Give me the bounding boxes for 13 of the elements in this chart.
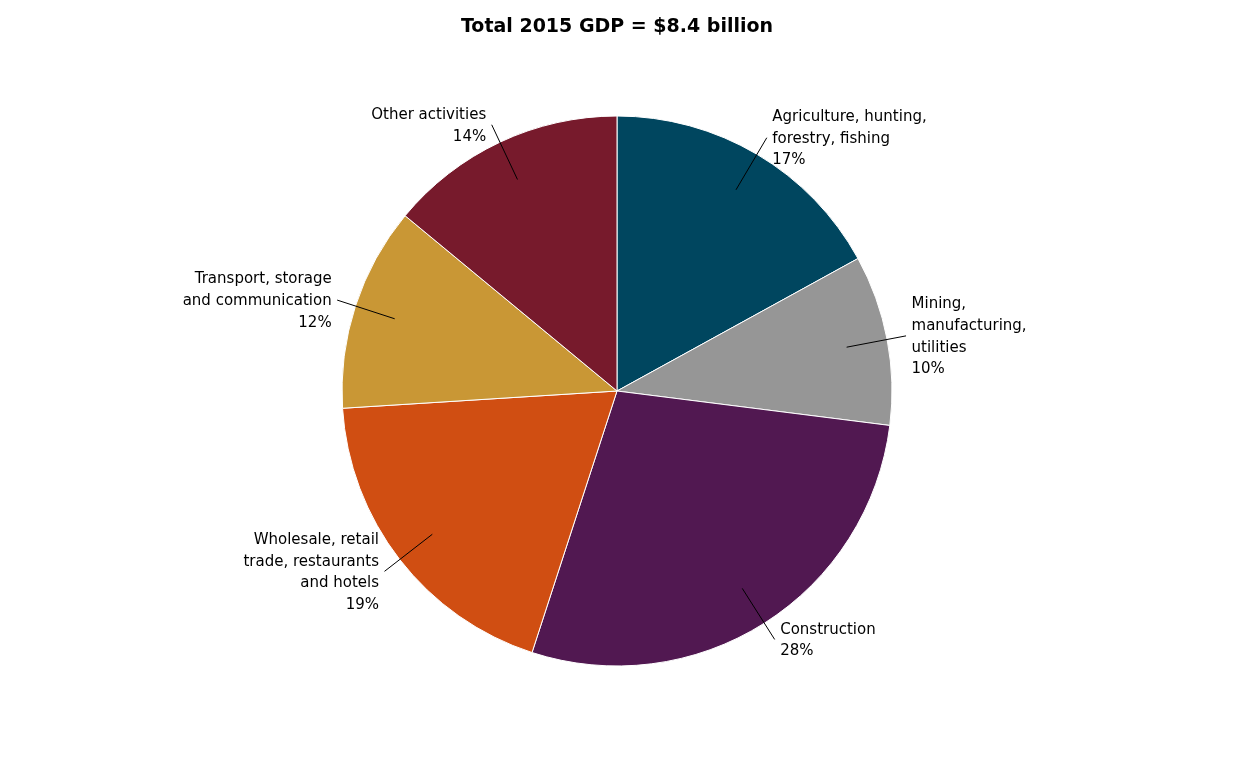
slice-label: Wholesale, retail trade, restaurants and hotels <box>243 529 380 592</box>
data-label: 14% <box>452 126 487 145</box>
data-label: 12% <box>298 312 332 331</box>
chart-title: Total 2015 GDP = $8.4 billion <box>460 14 774 37</box>
data-label: 17% <box>772 150 806 169</box>
slice-label: Transport, storage and communication <box>182 269 332 310</box>
slice-label: Agriculture, hunting, forestry, fishing <box>772 107 927 147</box>
data-label: 10% <box>911 359 945 378</box>
data-label: 28% <box>780 641 814 660</box>
data-label: 19% <box>345 594 379 613</box>
slice-label: Other activities <box>371 104 487 123</box>
slice-label: Construction <box>780 619 876 638</box>
slice-label: Mining, manufacturing, utilities <box>911 294 1027 356</box>
